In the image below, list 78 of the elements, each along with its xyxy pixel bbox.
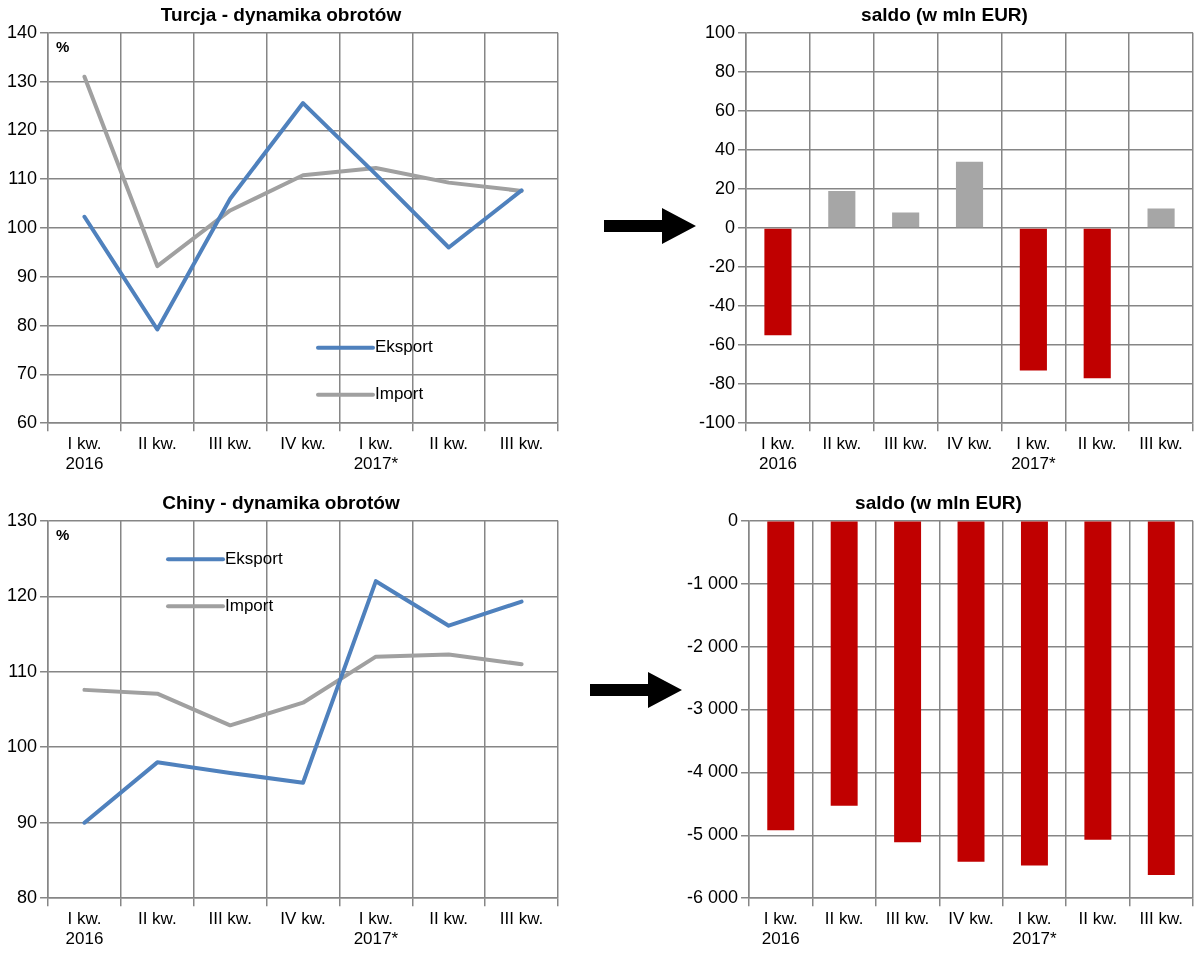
y-tick-label: 140: [6, 21, 38, 42]
x-tick-label: II kw.: [429, 434, 469, 454]
y-tick-label: 80: [17, 314, 38, 335]
x-tick-label: III kw.: [885, 909, 930, 929]
bar: [1019, 228, 1047, 371]
x-tick-label: I kw. 2016: [759, 434, 797, 474]
y-axis-title: %: [56, 526, 70, 544]
y-axis-title: %: [56, 38, 70, 56]
y-tick-label: 130: [6, 70, 38, 91]
y-tick-label: -20: [709, 256, 736, 277]
x-tick-label: II kw.: [824, 909, 864, 929]
y-tick-label: 80: [715, 60, 736, 81]
x-tick-label: III kw.: [1139, 909, 1184, 929]
x-tick-label: I kw. 2017*: [1011, 434, 1056, 474]
y-tick-label: -60: [709, 334, 736, 355]
x-tick-label: II kw.: [429, 909, 469, 929]
y-tick-label: -5 000: [686, 824, 739, 845]
x-tick-label: IV kw.: [280, 909, 326, 929]
y-tick-label: 90: [17, 811, 38, 832]
x-tick-label: III kw.: [499, 434, 544, 454]
x-tick-label: III kw.: [208, 434, 252, 454]
y-tick-label: 80: [17, 887, 38, 908]
bar: [828, 190, 856, 228]
y-tick-label: 70: [17, 363, 38, 384]
y-tick-label: -6 000: [686, 887, 739, 908]
x-tick-label: II kw.: [137, 434, 177, 454]
y-tick-label: 20: [715, 177, 736, 198]
x-tick-label: III kw.: [1139, 434, 1183, 454]
legend-label: Eksport: [375, 337, 433, 357]
x-tick-label: I kw. 2017*: [353, 909, 399, 949]
x-tick-label: I kw. 2016: [65, 434, 104, 474]
bar: [1147, 208, 1175, 228]
y-tick-label: 100: [6, 216, 38, 237]
bar: [892, 212, 920, 228]
y-tick-label: 110: [8, 660, 38, 681]
y-tick-label: -80: [709, 373, 736, 394]
x-tick-label: II kw.: [137, 909, 177, 929]
y-tick-label: 90: [17, 265, 38, 286]
chart-title: saldo (w mln EUR): [855, 491, 1022, 513]
chart-title: saldo (w mln EUR): [861, 3, 1028, 25]
y-tick-label: -2 000: [686, 635, 739, 656]
y-tick-label: 120: [6, 585, 38, 606]
x-tick-label: IV kw.: [280, 434, 326, 454]
x-tick-label: IV kw.: [948, 909, 994, 929]
y-tick-label: 40: [715, 138, 736, 159]
x-tick-label: I kw. 2016: [65, 909, 104, 949]
y-tick-label: -40: [709, 295, 736, 316]
legend-label: Import: [225, 595, 274, 615]
x-tick-label: III kw.: [208, 909, 252, 929]
y-tick-label: 120: [6, 119, 38, 140]
y-tick-label: 100: [704, 21, 736, 42]
bar: [764, 228, 792, 336]
bar: [955, 161, 984, 228]
y-tick-label: -1 000: [686, 572, 739, 593]
x-tick-label: III kw.: [499, 909, 544, 929]
y-tick-label: 130: [6, 509, 38, 530]
y-tick-label: 60: [17, 412, 38, 433]
y-tick-label: 0: [728, 509, 739, 530]
chart-title: Chiny - dynamika obrotów: [162, 491, 400, 513]
y-tick-label: -100: [699, 412, 736, 433]
y-tick-label: 100: [6, 736, 38, 757]
y-tick-label: 0: [725, 216, 736, 237]
y-tick-label: -4 000: [686, 761, 739, 782]
y-tick-label: 60: [715, 99, 736, 120]
bar: [1083, 228, 1111, 379]
x-tick-label: I kw. 2017*: [353, 434, 399, 474]
chart-title: Turcja - dynamika obrotów: [160, 3, 402, 25]
legend-label: Import: [375, 384, 424, 404]
x-tick-label: I kw. 2017*: [1012, 909, 1058, 949]
x-tick-label: II kw.: [1077, 434, 1117, 454]
x-tick-label: III kw.: [883, 434, 928, 454]
x-tick-label: II kw.: [1078, 909, 1118, 929]
x-tick-label: II kw.: [822, 434, 862, 454]
y-tick-label: -3 000: [686, 698, 739, 719]
legend-label: Eksport: [225, 548, 283, 568]
x-tick-label: I kw. 2016: [761, 909, 800, 949]
x-tick-label: IV kw.: [946, 434, 993, 454]
y-tick-label: 110: [8, 168, 38, 189]
